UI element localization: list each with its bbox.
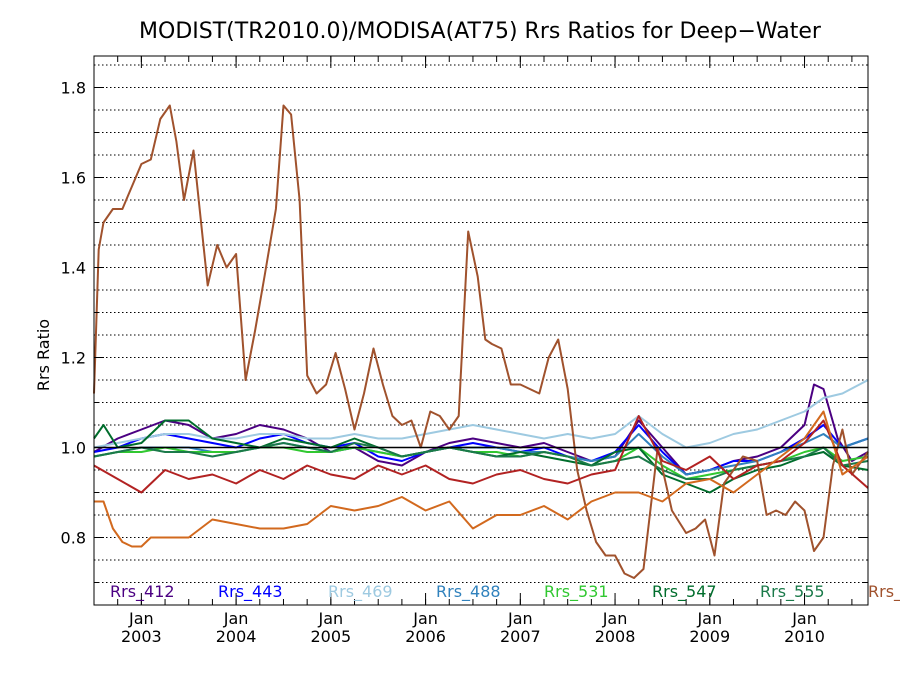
series-line-rrs-: [93, 104, 869, 579]
y-tick-label: 1.6: [61, 169, 86, 188]
x-tick-label-year: 2004: [216, 627, 257, 646]
x-tick-label-year: 2006: [405, 627, 446, 646]
legend-item-rrs-531: Rrs_531: [544, 582, 609, 602]
x-tick-label-month: Jan: [412, 609, 438, 628]
y-tick-label: 0.8: [61, 529, 86, 548]
y-tick-label: 1.0: [61, 439, 86, 458]
legend-item-rrs-469: Rrs_469: [328, 582, 393, 602]
series-line-unlabeled-8: [93, 415, 869, 494]
series-line-rrs-555: [93, 442, 869, 480]
series-line-unlabeled-9: [94, 410, 869, 548]
y-tick-label: 1.4: [61, 259, 86, 278]
x-tick-label-year: 2003: [121, 627, 162, 646]
series-line-rrs-469: [93, 379, 869, 449]
x-tick-label-year: 2010: [784, 627, 825, 646]
y-tick-label: 1.2: [61, 349, 86, 368]
y-axis-label: Rrs Ratio: [34, 319, 53, 391]
legend-item-rrs-547: Rrs_547: [652, 582, 717, 602]
series-group: [93, 104, 869, 579]
x-tick-label-year: 2007: [500, 627, 541, 646]
axes: 0.81.01.21.41.61.8Jan2003Jan2004Jan2005J…: [61, 55, 869, 646]
x-tick-label-year: 2008: [595, 627, 636, 646]
legend-item-rrs-443: Rrs_443: [218, 582, 283, 602]
x-tick-label-month: Jan: [223, 609, 249, 628]
grid-lines: [94, 64, 868, 583]
series-line-rrs-443: [93, 424, 869, 476]
x-tick-label-month: Jan: [602, 609, 628, 628]
series-line-rrs-412: [93, 383, 869, 476]
x-tick-label-month: Jan: [318, 609, 344, 628]
legend-item-rrs-412: Rrs_412: [110, 582, 175, 602]
x-tick-label-month: Jan: [791, 609, 817, 628]
plot-frame: [93, 55, 869, 606]
x-tick-label-month: Jan: [696, 609, 722, 628]
legend-item-rrs-555: Rrs_555: [760, 582, 825, 602]
legend-item-rrs-488: Rrs_488: [436, 582, 501, 602]
x-tick-label-year: 2005: [310, 627, 351, 646]
chart-title: MODIST(TR2010.0)/MODISA(AT75) Rrs Ratios…: [139, 19, 822, 44]
x-tick-label-year: 2009: [689, 627, 730, 646]
x-tick-label-month: Jan: [128, 609, 154, 628]
legend: Rrs_412 Rrs_443 Rrs_469 Rrs_488 Rrs_531 Rrs_5…: [110, 582, 900, 602]
x-tick-label-month: Jan: [507, 609, 533, 628]
y-tick-label: 1.8: [61, 79, 86, 98]
legend-item-rrs-: Rrs_: [868, 582, 900, 602]
